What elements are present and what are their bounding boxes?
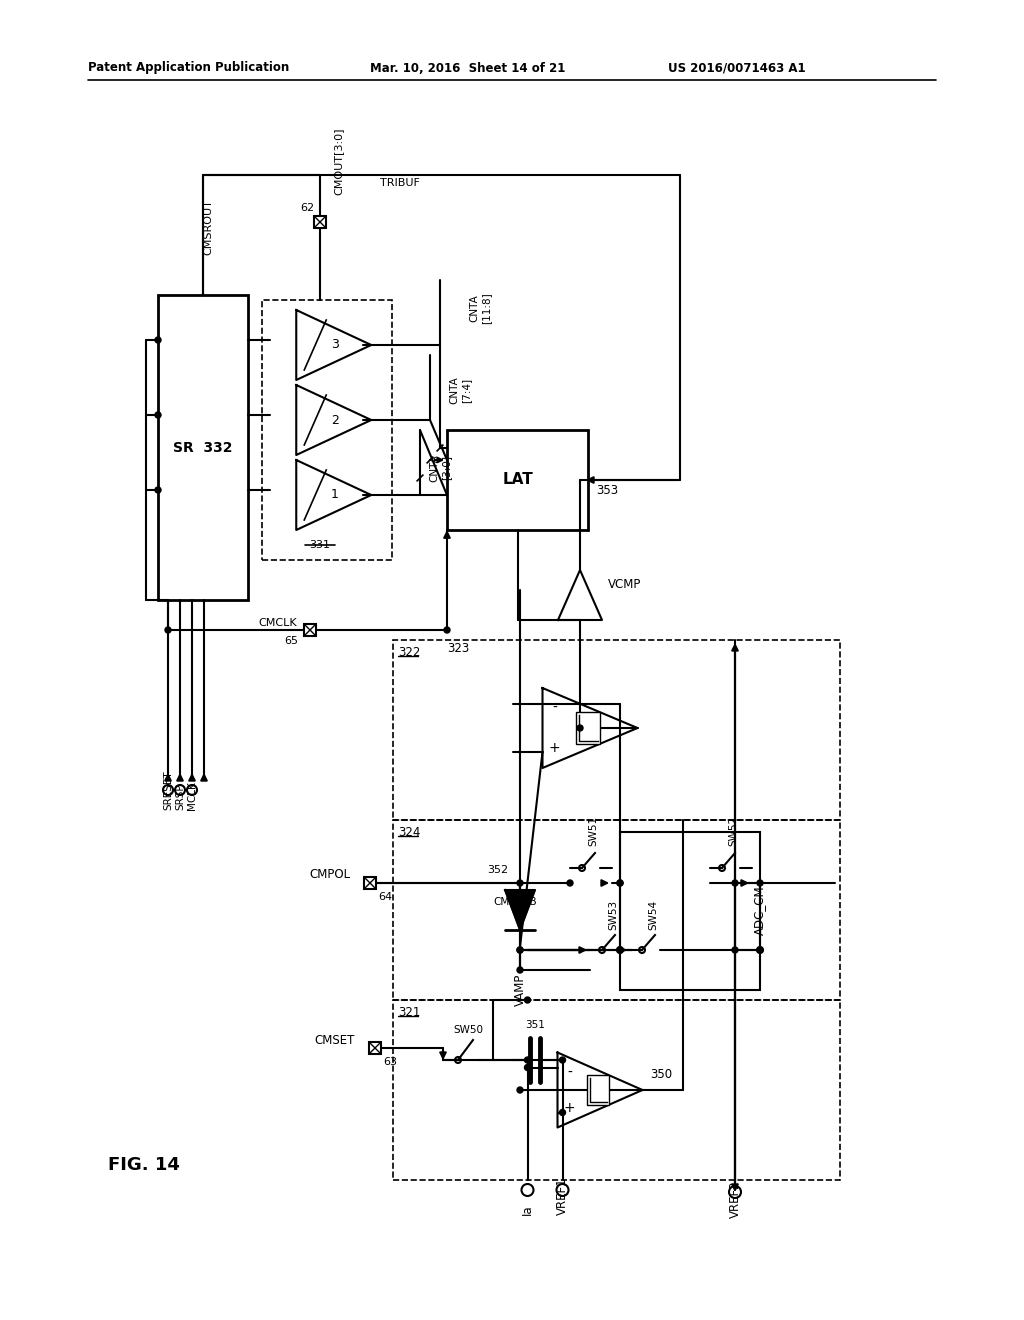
Text: CMSROUT: CMSROUT <box>203 199 213 255</box>
Circle shape <box>155 337 161 343</box>
Text: 1: 1 <box>331 488 339 502</box>
Text: +: + <box>549 741 560 755</box>
Text: Mar. 10, 2016  Sheet 14 of 21: Mar. 10, 2016 Sheet 14 of 21 <box>370 62 565 74</box>
Circle shape <box>559 1057 565 1063</box>
Bar <box>575 711 599 744</box>
Circle shape <box>517 968 523 973</box>
Text: SW54: SW54 <box>648 900 658 931</box>
Text: -: - <box>552 701 557 715</box>
Circle shape <box>617 946 623 953</box>
Text: 353: 353 <box>596 483 618 496</box>
Text: Patent Application Publication: Patent Application Publication <box>88 62 289 74</box>
Text: CMOUT[3:0]: CMOUT[3:0] <box>333 128 343 195</box>
Circle shape <box>517 1086 523 1093</box>
Circle shape <box>524 1057 530 1063</box>
Text: Ia: Ia <box>521 1204 534 1214</box>
Text: VCMP: VCMP <box>608 578 641 591</box>
Text: VAMP: VAMP <box>513 974 526 1006</box>
Text: SRSP: SRSP <box>175 783 185 810</box>
Text: 3: 3 <box>331 338 339 351</box>
Polygon shape <box>505 890 535 931</box>
Text: 65: 65 <box>284 636 298 645</box>
Circle shape <box>524 997 530 1003</box>
Text: -: - <box>567 1065 572 1080</box>
Text: LAT: LAT <box>502 473 532 487</box>
Text: TRIBUF: TRIBUF <box>380 178 420 187</box>
Text: CNTA
[11:8]: CNTA [11:8] <box>469 292 490 323</box>
Text: MCLK: MCLK <box>187 781 197 810</box>
Text: VREF1: VREF1 <box>556 1177 569 1214</box>
Text: 322: 322 <box>398 645 421 659</box>
Text: SW51: SW51 <box>588 816 598 846</box>
Bar <box>447 430 588 531</box>
Text: 321: 321 <box>398 1006 421 1019</box>
Bar <box>262 300 392 560</box>
Text: ADC_CM: ADC_CM <box>753 886 766 935</box>
Circle shape <box>732 946 738 953</box>
Text: 63: 63 <box>383 1057 397 1067</box>
Text: FIG. 14: FIG. 14 <box>108 1156 180 1173</box>
Bar <box>364 876 376 888</box>
Bar <box>393 640 840 820</box>
Text: 2: 2 <box>331 413 339 426</box>
Circle shape <box>444 627 450 634</box>
Circle shape <box>617 880 623 886</box>
Text: 64: 64 <box>378 892 392 902</box>
Circle shape <box>732 880 738 886</box>
Circle shape <box>165 627 171 634</box>
Circle shape <box>524 1064 530 1071</box>
Text: CNTA
[3:0]: CNTA [3:0] <box>429 454 451 482</box>
Circle shape <box>617 880 623 886</box>
Bar <box>393 1001 840 1180</box>
Circle shape <box>517 946 523 953</box>
Text: VREF2: VREF2 <box>728 1180 741 1218</box>
Text: CMSET: CMSET <box>314 1034 355 1047</box>
Circle shape <box>757 946 763 953</box>
Text: 351: 351 <box>525 1020 545 1030</box>
Circle shape <box>559 1110 565 1115</box>
Bar <box>369 1041 381 1053</box>
Bar <box>620 832 760 990</box>
Circle shape <box>757 880 763 886</box>
Bar <box>158 294 248 601</box>
Circle shape <box>517 880 523 886</box>
Text: CNTA
[7:4]: CNTA [7:4] <box>450 376 471 404</box>
Text: SW53: SW53 <box>608 900 618 931</box>
Text: US 2016/0071463 A1: US 2016/0071463 A1 <box>668 62 806 74</box>
Circle shape <box>155 412 161 418</box>
Text: SW52: SW52 <box>728 816 738 846</box>
Circle shape <box>155 487 161 492</box>
Text: CMCLK: CMCLK <box>258 618 297 628</box>
Circle shape <box>567 880 573 886</box>
Text: SRESET: SRESET <box>163 771 173 810</box>
Text: 323: 323 <box>447 642 469 655</box>
Bar <box>393 820 840 1001</box>
Circle shape <box>517 946 523 953</box>
Text: SR  332: SR 332 <box>173 441 232 454</box>
Text: 324: 324 <box>398 825 421 838</box>
Text: 352: 352 <box>487 865 509 875</box>
Text: 350: 350 <box>650 1068 673 1081</box>
Text: SW50: SW50 <box>453 1026 483 1035</box>
Text: 331: 331 <box>309 540 331 550</box>
Bar <box>587 1074 608 1105</box>
Bar <box>304 624 316 636</box>
Text: +: + <box>563 1101 575 1114</box>
Text: 62: 62 <box>300 203 314 213</box>
Bar <box>314 216 326 228</box>
Text: CMPOL: CMPOL <box>309 869 350 882</box>
Text: CMPOLB: CMPOLB <box>494 898 537 907</box>
Circle shape <box>577 725 583 731</box>
